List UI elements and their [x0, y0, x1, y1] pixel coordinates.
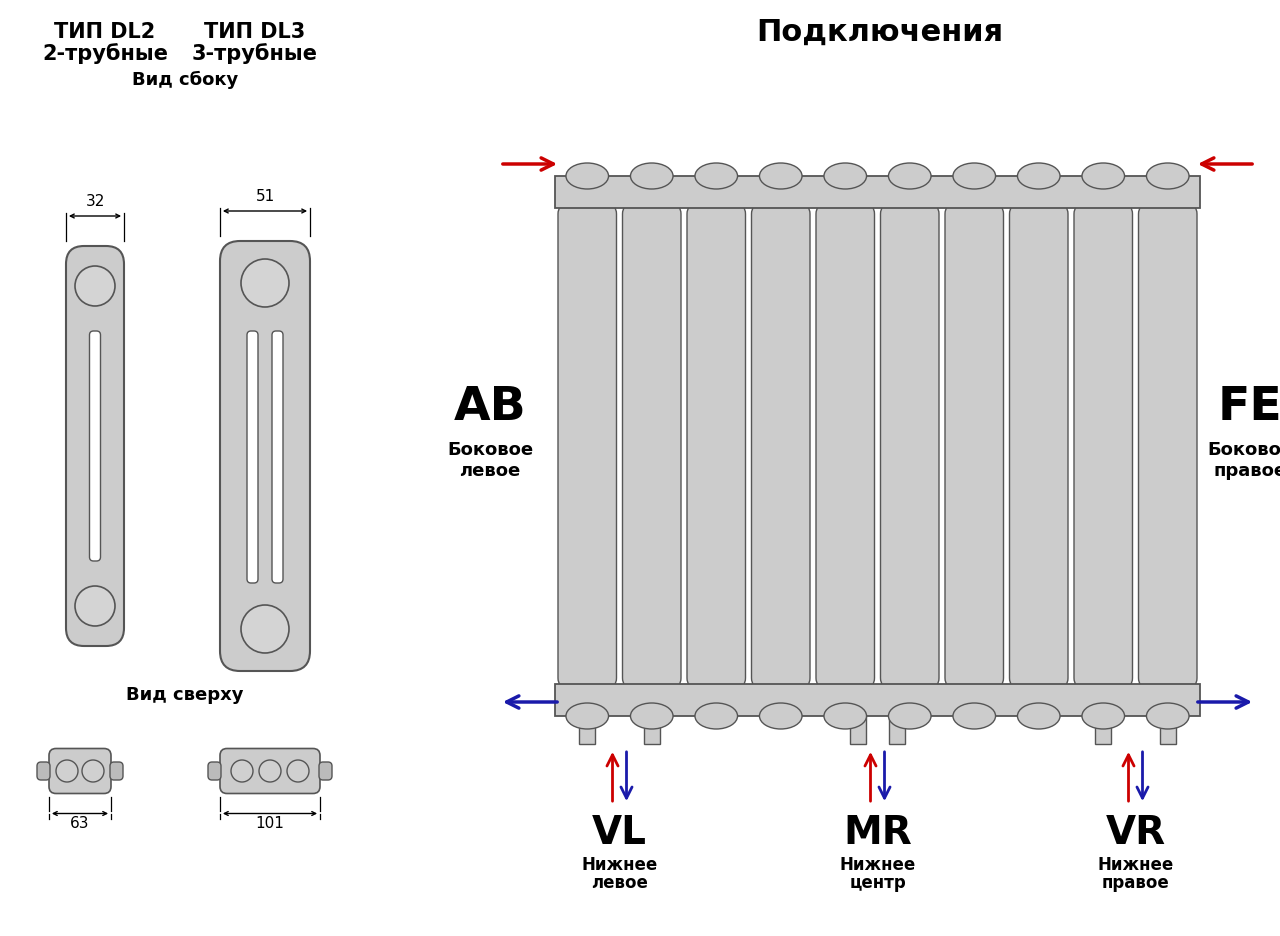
- Ellipse shape: [759, 703, 803, 729]
- Ellipse shape: [1147, 703, 1189, 729]
- Circle shape: [76, 586, 115, 626]
- Text: центр: центр: [849, 873, 906, 891]
- Ellipse shape: [1018, 164, 1060, 190]
- FancyBboxPatch shape: [247, 331, 259, 583]
- FancyBboxPatch shape: [273, 331, 283, 583]
- Text: FE: FE: [1217, 384, 1280, 429]
- Circle shape: [287, 760, 308, 782]
- Ellipse shape: [954, 164, 996, 190]
- Ellipse shape: [566, 164, 608, 190]
- Ellipse shape: [1147, 164, 1189, 190]
- Ellipse shape: [759, 164, 803, 190]
- FancyBboxPatch shape: [220, 749, 320, 794]
- FancyBboxPatch shape: [209, 762, 221, 781]
- FancyBboxPatch shape: [1074, 205, 1133, 688]
- Ellipse shape: [824, 703, 867, 729]
- FancyBboxPatch shape: [687, 205, 745, 688]
- Text: MR: MR: [844, 813, 911, 851]
- Bar: [1160, 716, 1176, 744]
- Text: левое: левое: [591, 873, 648, 891]
- Ellipse shape: [888, 703, 931, 729]
- Bar: [580, 716, 595, 744]
- Bar: [644, 716, 659, 744]
- FancyBboxPatch shape: [622, 205, 681, 688]
- Ellipse shape: [631, 703, 673, 729]
- FancyBboxPatch shape: [319, 762, 332, 781]
- Ellipse shape: [695, 703, 737, 729]
- Text: VR: VR: [1106, 813, 1166, 851]
- Bar: [850, 716, 867, 744]
- FancyBboxPatch shape: [945, 205, 1004, 688]
- FancyBboxPatch shape: [751, 205, 810, 688]
- Ellipse shape: [631, 164, 673, 190]
- FancyBboxPatch shape: [90, 331, 101, 562]
- Bar: [556, 177, 1201, 209]
- Text: Боковое: Боковое: [447, 441, 532, 459]
- Ellipse shape: [1018, 703, 1060, 729]
- FancyBboxPatch shape: [558, 205, 617, 688]
- Circle shape: [241, 259, 289, 308]
- Circle shape: [82, 760, 104, 782]
- FancyBboxPatch shape: [37, 762, 50, 781]
- Text: правое: правое: [1213, 461, 1280, 479]
- FancyBboxPatch shape: [220, 241, 310, 671]
- Text: левое: левое: [460, 461, 521, 479]
- FancyBboxPatch shape: [881, 205, 940, 688]
- Text: Нижнее: Нижнее: [581, 856, 658, 873]
- Ellipse shape: [888, 164, 931, 190]
- Text: 63: 63: [70, 815, 90, 830]
- Bar: [888, 716, 905, 744]
- Circle shape: [76, 267, 115, 307]
- Ellipse shape: [1082, 164, 1125, 190]
- FancyBboxPatch shape: [1138, 205, 1197, 688]
- Text: ТИП DL2: ТИП DL2: [54, 22, 156, 42]
- Bar: [1096, 716, 1111, 744]
- Text: 3-трубные: 3-трубные: [192, 43, 317, 65]
- Ellipse shape: [1082, 703, 1125, 729]
- Circle shape: [241, 606, 289, 653]
- Text: 51: 51: [256, 189, 275, 204]
- Text: Вид сбоку: Вид сбоку: [132, 71, 238, 89]
- Text: 32: 32: [86, 194, 105, 209]
- FancyBboxPatch shape: [49, 749, 111, 794]
- Circle shape: [259, 760, 282, 782]
- Text: ТИП DL3: ТИП DL3: [205, 22, 306, 42]
- Text: Нижнее: Нижнее: [1097, 856, 1174, 873]
- Bar: [556, 684, 1201, 716]
- Text: правое: правое: [1102, 873, 1170, 891]
- Circle shape: [230, 760, 253, 782]
- Ellipse shape: [566, 703, 608, 729]
- Text: Нижнее: Нижнее: [840, 856, 915, 873]
- Ellipse shape: [695, 164, 737, 190]
- FancyBboxPatch shape: [817, 205, 874, 688]
- Text: VL: VL: [593, 813, 646, 851]
- Text: Вид сверху: Вид сверху: [127, 685, 243, 703]
- FancyBboxPatch shape: [1010, 205, 1068, 688]
- Text: Подключения: Подключения: [756, 18, 1004, 47]
- Ellipse shape: [954, 703, 996, 729]
- Text: 101: 101: [256, 815, 284, 830]
- Text: 2-трубные: 2-трубные: [42, 43, 168, 65]
- Text: AB: AB: [453, 384, 526, 429]
- FancyBboxPatch shape: [67, 247, 124, 647]
- FancyBboxPatch shape: [110, 762, 123, 781]
- Text: Боковое: Боковое: [1207, 441, 1280, 459]
- Circle shape: [56, 760, 78, 782]
- Ellipse shape: [824, 164, 867, 190]
